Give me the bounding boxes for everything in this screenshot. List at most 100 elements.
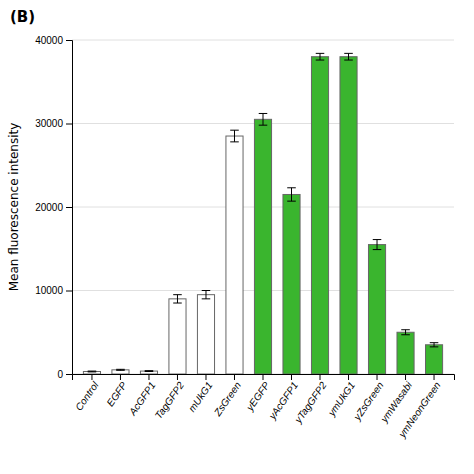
y-axis-line (66, 41, 73, 375)
x-tick-mark (405, 374, 406, 380)
error-bar-cap (88, 371, 97, 372)
bar (368, 245, 385, 374)
y-tick-label: 40000 (35, 35, 63, 46)
x-tick-label: yTagGFP2 (292, 379, 329, 425)
bar (340, 57, 357, 374)
error-bar-cap (401, 329, 410, 330)
x-tick-label: AcGFP1 (126, 380, 157, 418)
bar (283, 194, 300, 374)
x-tick: TagGFP2 (153, 374, 187, 421)
error-bar-cap (116, 369, 125, 370)
chart-container: 0 10000 20000 30000 40000 ControlEGFPAcGFP1Ta… (0, 0, 474, 474)
x-tick: ymNeonGreen (396, 374, 443, 440)
error-bar (230, 130, 239, 142)
error-bar (430, 343, 439, 347)
error-bar-cap (373, 239, 382, 240)
error-bar-cap (88, 371, 97, 372)
bar (112, 370, 129, 374)
bar (254, 119, 271, 374)
bar (397, 332, 414, 374)
x-tick: yEGFP (244, 374, 272, 413)
bar (226, 136, 243, 374)
x-tick-mark (320, 374, 321, 380)
x-tick: AcGFP1 (126, 374, 157, 418)
y-tick-mark (66, 374, 72, 375)
chart-svg: 0 10000 20000 30000 40000 ControlEGFPAcGFP1Ta… (0, 0, 474, 474)
error-bar-cap (373, 249, 382, 250)
error-bar-cap (287, 187, 296, 188)
y-tick-mark (66, 40, 72, 41)
y-tick: 10000 (35, 285, 72, 296)
x-tick-mark (348, 374, 349, 380)
y-tick: 30000 (35, 118, 72, 129)
y-axis-title: Mean fluorescence intensity (7, 123, 21, 292)
error-bar (287, 188, 296, 201)
y-tick-mark (66, 291, 72, 292)
bar (83, 371, 100, 374)
error-bar-cap (202, 290, 211, 291)
x-tick-mark (377, 374, 378, 380)
error-bar-cap (145, 371, 154, 372)
x-tick-mark (91, 374, 92, 380)
x-tick: yTagGFP2 (292, 374, 329, 426)
x-tick-label: Control (73, 379, 101, 412)
bar (140, 371, 157, 374)
error-bar-cap (230, 130, 239, 131)
error-bar-line (263, 113, 264, 125)
error-bar (116, 369, 125, 370)
error-bar-line (177, 295, 178, 303)
error-bar (259, 113, 268, 125)
error-bar (373, 240, 382, 250)
x-tick-mark (434, 374, 435, 380)
bar (311, 57, 328, 374)
error-bar-cap (230, 141, 239, 142)
error-bar-cap (430, 342, 439, 343)
x-tick-mark (177, 374, 178, 380)
error-bar-cap (173, 294, 182, 295)
error-bar (145, 370, 154, 372)
bar (197, 295, 214, 374)
error-bar-line (234, 130, 235, 142)
y-tick-label: 20000 (35, 202, 63, 213)
error-bar (401, 330, 410, 335)
error-bar-cap (287, 201, 296, 202)
plot-area: 0 10000 20000 30000 40000 ControlEGFPAcGFP1Ta… (35, 35, 454, 441)
x-tick-label: yEGFP (244, 380, 272, 414)
x-tick-mark (148, 374, 149, 380)
x-tick-mark (120, 374, 121, 380)
error-bar-cap (316, 60, 325, 61)
error-bar-cap (259, 125, 268, 126)
error-bar-cap (173, 303, 182, 304)
grid (72, 40, 454, 374)
error-bar-line (377, 240, 378, 250)
error-bar-cap (316, 53, 325, 54)
bar (169, 299, 186, 374)
error-bar (344, 53, 353, 60)
error-bar-cap (344, 60, 353, 61)
y-tick-label: 0 (57, 369, 63, 380)
error-bar-line (320, 53, 321, 60)
y-tick-mark (66, 124, 72, 125)
x-axis-line (73, 375, 455, 381)
x-tick-label: ymNeonGreen (396, 379, 443, 440)
x-tick-label: ZsGreen (211, 379, 243, 418)
y-tick: 0 (57, 369, 72, 380)
x-tick: EGFP (104, 374, 129, 408)
x-tick: mUkG1 (186, 374, 214, 414)
bar (425, 345, 442, 374)
x-tick-mark (263, 374, 264, 380)
x-tick-mark (205, 374, 206, 380)
x-tick-label: TagGFP2 (153, 379, 187, 420)
x-tick: ymUkG1 (325, 374, 357, 419)
error-bar (316, 53, 325, 60)
error-bar-cap (344, 53, 353, 54)
y-tick-label: 10000 (35, 285, 63, 296)
grid-line (72, 40, 454, 41)
x-axis: ControlEGFPAcGFP1TagGFP2mUkG1ZsGreenyEGF… (73, 374, 455, 440)
error-bar-line (348, 53, 349, 60)
error-bar-line (405, 330, 406, 335)
error-bar-cap (202, 298, 211, 299)
y-axis: 0 10000 20000 30000 40000 (35, 35, 72, 380)
y-tick: 40000 (35, 35, 72, 46)
y-tick-label: 30000 (35, 118, 63, 129)
